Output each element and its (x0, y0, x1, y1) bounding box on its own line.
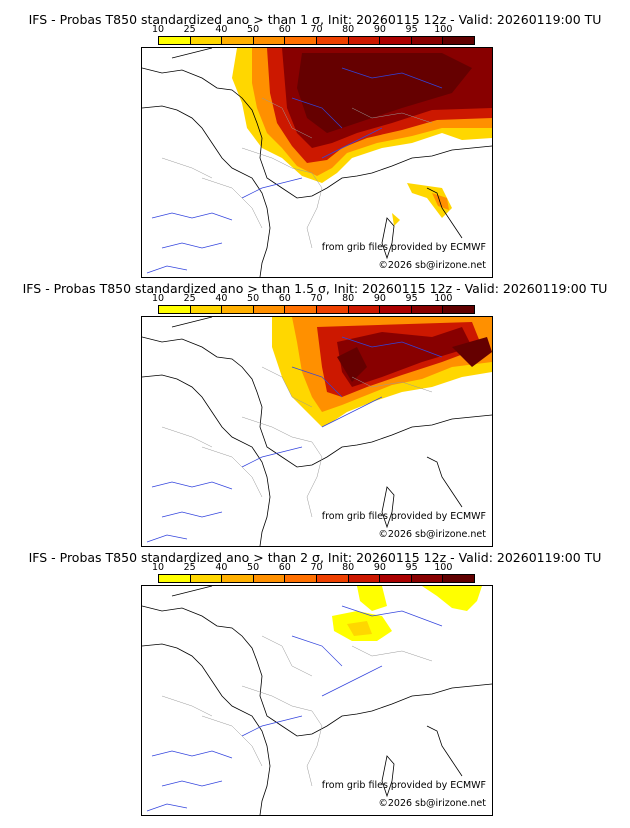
colorbar-swatch (348, 306, 381, 313)
colorbar-swatch (380, 37, 412, 44)
colorbar-swatch (316, 37, 349, 44)
colorbar-tick-label: 100 (434, 562, 453, 573)
colorbar-swatch (380, 575, 412, 582)
coastlines (142, 48, 492, 277)
colorbar-boxes (158, 574, 475, 583)
probability-field (332, 586, 482, 641)
colorbar-swatch (443, 575, 474, 582)
colorbar-tick-label: 40 (215, 293, 228, 304)
panel-title: IFS - Probas T850 standardized ano > tha… (28, 550, 602, 565)
colorbar-ticks: 10 25 40 50 60 70 80 90 95 100 (152, 562, 475, 574)
colorbar-tick-label: 80 (342, 293, 355, 304)
panel-title: IFS - Probas T850 standardized ano > tha… (22, 281, 608, 296)
colorbar-swatch (411, 306, 444, 313)
colorbar-tick-label: 70 (310, 562, 323, 573)
colorbar-tick-label: 10 (151, 293, 165, 304)
colorbar-tick-label: 40 (215, 562, 228, 573)
colorbar-tick-label: 100 (434, 24, 453, 35)
credit-source: from grib files provided by ECMWF (321, 780, 486, 791)
colorbar: 10 25 40 50 60 70 80 90 95 100 (152, 24, 475, 46)
colorbar-tick-label: 25 (183, 24, 196, 35)
colorbar-tick-label: 90 (373, 24, 386, 35)
colorbar-tick-label: 80 (342, 562, 355, 573)
colorbar-swatch (285, 306, 317, 313)
colorbar-swatch (159, 575, 191, 582)
colorbar-boxes (158, 305, 475, 314)
colorbar-swatch (190, 306, 223, 313)
colorbar-ticks: 10 25 40 50 60 70 80 90 95 100 (152, 293, 475, 305)
colorbar-swatch (253, 306, 286, 313)
colorbar-swatch (411, 575, 444, 582)
rivers (146, 336, 443, 543)
colorbar-tick-label: 10 (151, 24, 165, 35)
borders (161, 635, 433, 787)
probability-field (232, 48, 492, 226)
map-panel-3: IFS - Probas T850 standardized ano > tha… (0, 548, 630, 818)
colorbar-tick-label: 70 (310, 24, 323, 35)
colorbar-swatch (190, 575, 223, 582)
rivers (146, 605, 443, 812)
colorbar-tick-label: 90 (373, 562, 386, 573)
coastlines (142, 586, 492, 815)
probability-map: from grib files provided by ECMWF ©2026 … (141, 316, 493, 547)
colorbar-swatch (285, 37, 317, 44)
colorbar-tick-label: 25 (183, 293, 196, 304)
colorbar: 10 25 40 50 60 70 80 90 95 100 (152, 562, 475, 584)
probability-field (272, 317, 492, 427)
colorbar-swatch (285, 575, 317, 582)
colorbar-tick-label: 80 (342, 24, 355, 35)
colorbar-swatch (253, 575, 286, 582)
credit-copyright: ©2026 sb@irizone.net (378, 529, 486, 540)
colorbar-tick-label: 70 (310, 293, 323, 304)
colorbar-tick-label: 95 (405, 24, 418, 35)
credit-copyright: ©2026 sb@irizone.net (378, 260, 486, 271)
probability-map: from grib files provided by ECMWF ©2026 … (141, 585, 493, 816)
colorbar-swatch (159, 37, 191, 44)
colorbar-swatch (443, 306, 474, 313)
colorbar-tick-label: 100 (434, 293, 453, 304)
borders (161, 366, 433, 518)
colorbar-tick-label: 60 (278, 24, 291, 35)
probability-map: from grib files provided by ECMWF ©2026 … (141, 47, 493, 278)
colorbar-swatch (222, 37, 254, 44)
colorbar-swatch (348, 37, 381, 44)
colorbar-swatch (443, 37, 474, 44)
colorbar-swatch (380, 306, 412, 313)
colorbar-tick-label: 90 (373, 293, 386, 304)
colorbar-tick-label: 60 (278, 293, 291, 304)
credit-copyright: ©2026 sb@irizone.net (378, 798, 486, 809)
colorbar-swatch (159, 306, 191, 313)
colorbar-tick-label: 50 (247, 24, 260, 35)
colorbar-swatch (411, 37, 444, 44)
map-panel-2: IFS - Probas T850 standardized ano > tha… (0, 279, 630, 549)
colorbar-tick-label: 25 (183, 562, 196, 573)
colorbar-tick-label: 60 (278, 562, 291, 573)
colorbar-boxes (158, 36, 475, 45)
colorbar: 10 25 40 50 60 70 80 90 95 100 (152, 293, 475, 315)
panel-title: IFS - Probas T850 standardized ano > tha… (28, 12, 602, 27)
colorbar-tick-label: 50 (247, 293, 260, 304)
colorbar-swatch (190, 37, 223, 44)
colorbar-swatch (222, 306, 254, 313)
colorbar-tick-label: 95 (405, 293, 418, 304)
credit-source: from grib files provided by ECMWF (321, 242, 486, 253)
credit-source: from grib files provided by ECMWF (321, 511, 486, 522)
map-panel-1: IFS - Probas T850 standardized ano > tha… (0, 10, 630, 280)
colorbar-ticks: 10 25 40 50 60 70 80 90 95 100 (152, 24, 475, 36)
coastlines (142, 317, 492, 546)
borders (161, 97, 433, 249)
colorbar-swatch (348, 575, 381, 582)
colorbar-tick-label: 40 (215, 24, 228, 35)
colorbar-swatch (316, 575, 349, 582)
colorbar-swatch (222, 575, 254, 582)
colorbar-tick-label: 10 (151, 562, 165, 573)
colorbar-tick-label: 50 (247, 562, 260, 573)
colorbar-swatch (316, 306, 349, 313)
colorbar-swatch (253, 37, 286, 44)
colorbar-tick-label: 95 (405, 562, 418, 573)
rivers (146, 67, 443, 274)
